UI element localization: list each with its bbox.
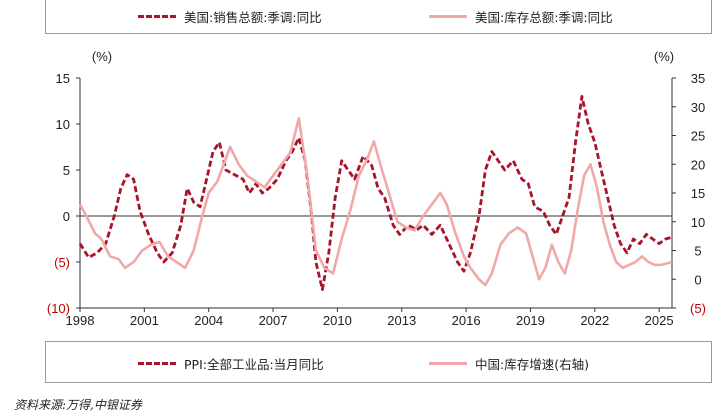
right-tick-label: 5 <box>694 244 701 259</box>
x-tick-label: 1998 <box>66 313 95 328</box>
legend-item-ppi: PPI:全部工业品:当月同比 <box>138 354 324 373</box>
legend-bottom: PPI:全部工业品:当月同比 中国:库存增速(右轴) <box>45 341 712 383</box>
legend-item-china-inventory: 中国:库存增速(右轴) <box>429 354 589 373</box>
x-tick-label: 2007 <box>259 313 288 328</box>
right-tick-label: 25 <box>691 129 705 144</box>
x-tick-label: 2022 <box>580 313 609 328</box>
series-line-left-0 <box>78 95 673 291</box>
legend-item-us-inventory: 美国:库存总额:季调:同比 <box>429 7 613 26</box>
left-tick-label: 10 <box>56 117 70 132</box>
left-axis-unit: (%) <box>92 49 112 64</box>
source-note: 资料来源:万得,中银证券 <box>14 398 142 412</box>
right-tick-label: 15 <box>691 186 705 201</box>
x-tick-label: 2001 <box>130 313 159 328</box>
legend-item-us-sales: 美国:销售总额:季调:同比 <box>138 7 322 26</box>
legend-swatch-dashed <box>138 362 176 365</box>
left-tick-label: (5) <box>54 255 70 270</box>
x-tick-label: 2025 <box>645 313 674 328</box>
right-tick-label: 0 <box>694 272 701 287</box>
right-axis-unit: (%) <box>654 49 674 64</box>
legend-top: 美国:销售总额:季调:同比 美国:库存总额:季调:同比 <box>45 0 712 34</box>
legend-label-us-sales: 美国:销售总额:季调:同比 <box>184 10 322 25</box>
legend-label-china-inventory: 中国:库存增速(右轴) <box>475 357 589 372</box>
x-tick-label: 2010 <box>323 313 352 328</box>
series-lines <box>78 95 673 291</box>
legend-label-us-inventory: 美国:库存总额:季调:同比 <box>475 10 613 25</box>
axes <box>76 77 676 312</box>
legend-swatch-solid <box>429 15 467 18</box>
right-tick-label: 30 <box>691 100 705 115</box>
right-tick-label: 20 <box>691 157 705 172</box>
x-tick-label: 2019 <box>516 313 545 328</box>
right-tick-label: (5) <box>690 301 706 316</box>
right-tick-label: 10 <box>691 215 705 230</box>
left-tick-label: (10) <box>47 301 70 316</box>
left-tick-label: 0 <box>63 209 70 224</box>
left-tick-label: 5 <box>63 163 70 178</box>
legend-swatch-dashed <box>138 15 176 18</box>
x-tick-label: 2013 <box>387 313 416 328</box>
x-tick-label: 2004 <box>194 313 223 328</box>
legend-swatch-solid <box>429 362 467 365</box>
right-tick-label: 35 <box>691 71 705 86</box>
left-tick-label: 15 <box>56 71 70 86</box>
series-line-right-1 <box>78 117 673 287</box>
legend-label-ppi: PPI:全部工业品:当月同比 <box>184 357 324 372</box>
tick-labels: 15 10 5 0 (5) (10) (%) 35 30 25 20 15 10 5 0 (5) (%) 1998… <box>47 49 706 328</box>
line-chart: 15 10 5 0 (5) (10) (%) 35 30 25 20 15 10 5 0 (5) (%) 1998… <box>47 49 706 328</box>
x-tick-label: 2016 <box>452 313 481 328</box>
